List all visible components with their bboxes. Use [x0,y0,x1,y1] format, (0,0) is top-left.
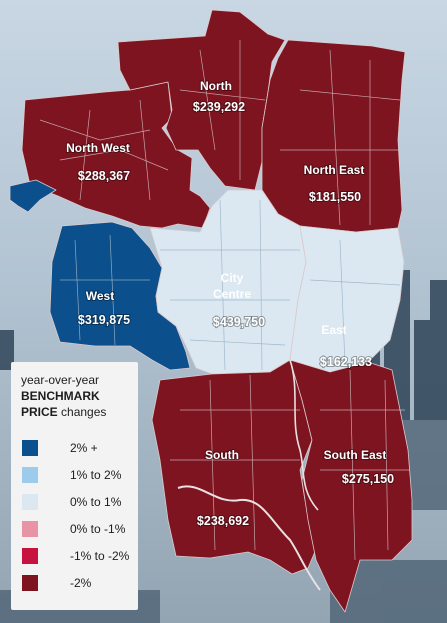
label-north-east: North East [304,163,365,177]
legend-item-label: 2% + [70,441,98,455]
legend-swatch [22,494,38,510]
legend-swatch [22,521,38,537]
legend-swatch [22,575,38,591]
price-east: $162,133 [320,355,372,369]
label-city-centre-line2: Centre [213,287,251,301]
bow-river [177,485,321,591]
region-west[interactable] [49,221,191,371]
price-west: $319,875 [78,313,130,327]
label-north: North [200,79,232,93]
label-north-west: North West [66,141,130,155]
legend-title: year-over-year BENCHMARK PRICE changes [21,372,136,420]
legend-title-line1: year-over-year [21,373,100,387]
region-west-notch[interactable] [9,179,57,213]
legend-item: 0% to 1% [22,494,134,512]
legend-item-label: 0% to 1% [70,495,122,509]
legend-item: 0% to -1% [22,521,134,539]
legend-title-line2: BENCHMARK [21,389,100,403]
label-east: East [321,323,346,337]
price-north-west: $288,367 [78,169,130,183]
price-south: $238,692 [197,514,249,528]
legend-title-line3: PRICE changes [21,405,107,419]
legend-item-label: -1% to -2% [70,549,130,563]
price-city-centre: $439,750 [213,315,265,329]
legend-item-label: -2% [70,576,92,590]
label-city-centre-line1: City [221,271,244,285]
price-south-east: $275,150 [342,472,394,486]
legend-item-label: 0% to -1% [70,522,126,536]
elbow-river [289,359,319,511]
price-north-east: $181,550 [309,190,361,204]
legend-item: 1% to 2% [22,467,134,485]
legend-item: 2% + [22,440,134,458]
legend-swatch [22,467,38,483]
legend-item-label: 1% to 2% [70,468,122,482]
price-north: $239,292 [193,100,245,114]
legend-swatch [22,440,38,456]
label-west: West [86,289,114,303]
legend-item: -1% to -2% [22,548,134,566]
label-south: South [205,448,239,462]
legend-swatch [22,548,38,564]
legend: year-over-year BENCHMARK PRICE changes 2… [11,362,138,610]
legend-item: -2% [22,575,134,593]
region-east[interactable] [289,225,405,373]
label-south-east: South East [324,448,387,462]
